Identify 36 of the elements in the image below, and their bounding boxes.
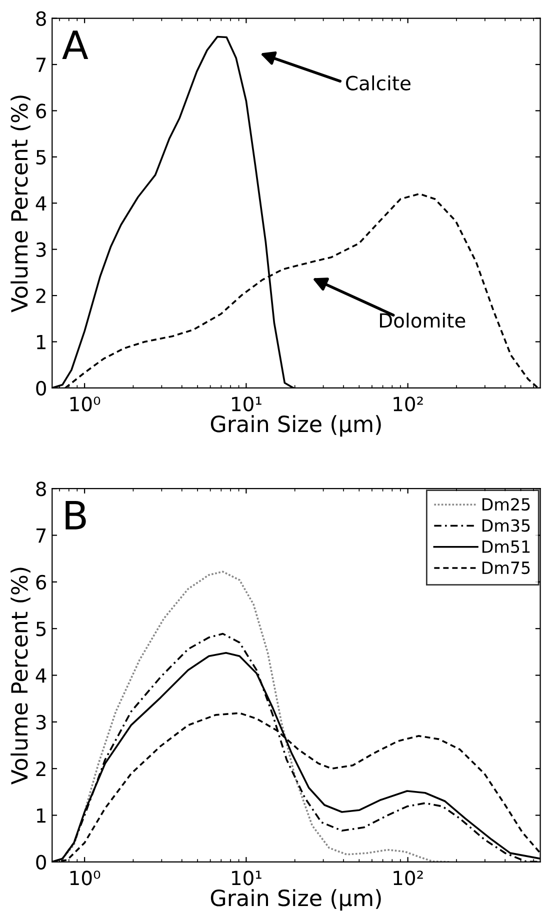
y-axis-title: Volume Percent (%)	[10, 96, 30, 312]
legend-label: Dm51	[482, 540, 530, 553]
y-tick-label: 7	[36, 528, 46, 543]
y-tick-label: 5	[36, 150, 46, 165]
y-tick-label: 1	[37, 808, 46, 823]
y-tick-label: 2	[36, 762, 46, 776]
y-tick-label: 4	[36, 196, 46, 211]
x-tick-label: 10²	[394, 396, 423, 412]
y-tick-label: 8	[36, 482, 46, 496]
x-axis-title: Grain Size (µm)	[210, 889, 381, 911]
y-tick-label: 0	[36, 380, 46, 396]
x-tick-label: 10¹	[232, 870, 262, 886]
y-tick-label: 4	[36, 668, 46, 683]
y-axis-title: Volume Percent (%)	[10, 568, 30, 785]
annotation: A	[62, 30, 88, 59]
legend-label: Dm75	[482, 562, 530, 574]
y-tick-label: 7	[36, 58, 46, 72]
y-tick-label: 0	[36, 854, 46, 870]
y-tick-label: 3	[36, 714, 46, 730]
y-tick-label: 5	[36, 622, 46, 636]
x-axis-title: Grain Size (µm)	[210, 415, 381, 437]
x-tick-label: 10⁰	[70, 870, 100, 886]
legend-label: Dm25	[482, 498, 530, 511]
legend-label: Dm35	[482, 519, 530, 532]
x-tick-label: 10²	[394, 870, 423, 886]
y-tick-label: 6	[36, 104, 46, 118]
y-tick-label: 3	[36, 242, 46, 257]
y-tick-label: 8	[36, 11, 46, 26]
x-tick-label: 10¹	[232, 396, 262, 412]
y-tick-label: 1	[37, 334, 46, 350]
annotation: B	[66, 501, 86, 530]
annotation: Calcite	[346, 75, 410, 90]
annotation: Dolomite	[380, 312, 466, 328]
y-tick-label: 6	[36, 574, 46, 590]
x-tick-label: 10⁰	[70, 396, 100, 412]
y-tick-label: 2	[36, 288, 46, 303]
